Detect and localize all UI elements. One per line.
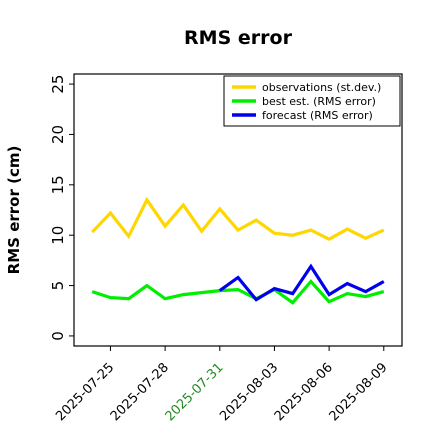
y-tick-label: 20 <box>49 125 67 144</box>
y-tick-label: 5 <box>49 281 67 291</box>
series-line-best-est-rms-error <box>91 279 385 305</box>
plot-area <box>73 73 403 347</box>
legend-entry: best est. (RMS error) <box>262 95 376 108</box>
x-axis: 2025-07-252025-07-282025-07-312025-08-03… <box>53 346 391 424</box>
legend-entry: observations (st.dev.) <box>262 81 381 94</box>
y-axis: 0 5 10 15 20 25 <box>49 75 74 341</box>
legend-entry: forecast (RMS error) <box>262 109 373 122</box>
series-line-observations-st-dev <box>91 196 385 242</box>
y-tick-label: 0 <box>49 331 67 341</box>
y-tick-label: 25 <box>49 75 67 94</box>
series-line-forecast-rms-error <box>218 263 385 302</box>
x-tick-label: 2025-08-09 <box>327 360 391 424</box>
legend: observations (st.dev.)best est. (RMS err… <box>223 75 401 127</box>
y-axis-label: RMS error (cm) <box>5 146 23 275</box>
y-tick-label: 10 <box>49 226 67 245</box>
chart-title: RMS error <box>184 27 293 49</box>
y-tick-label: 15 <box>49 175 67 194</box>
series-layer <box>91 196 385 305</box>
